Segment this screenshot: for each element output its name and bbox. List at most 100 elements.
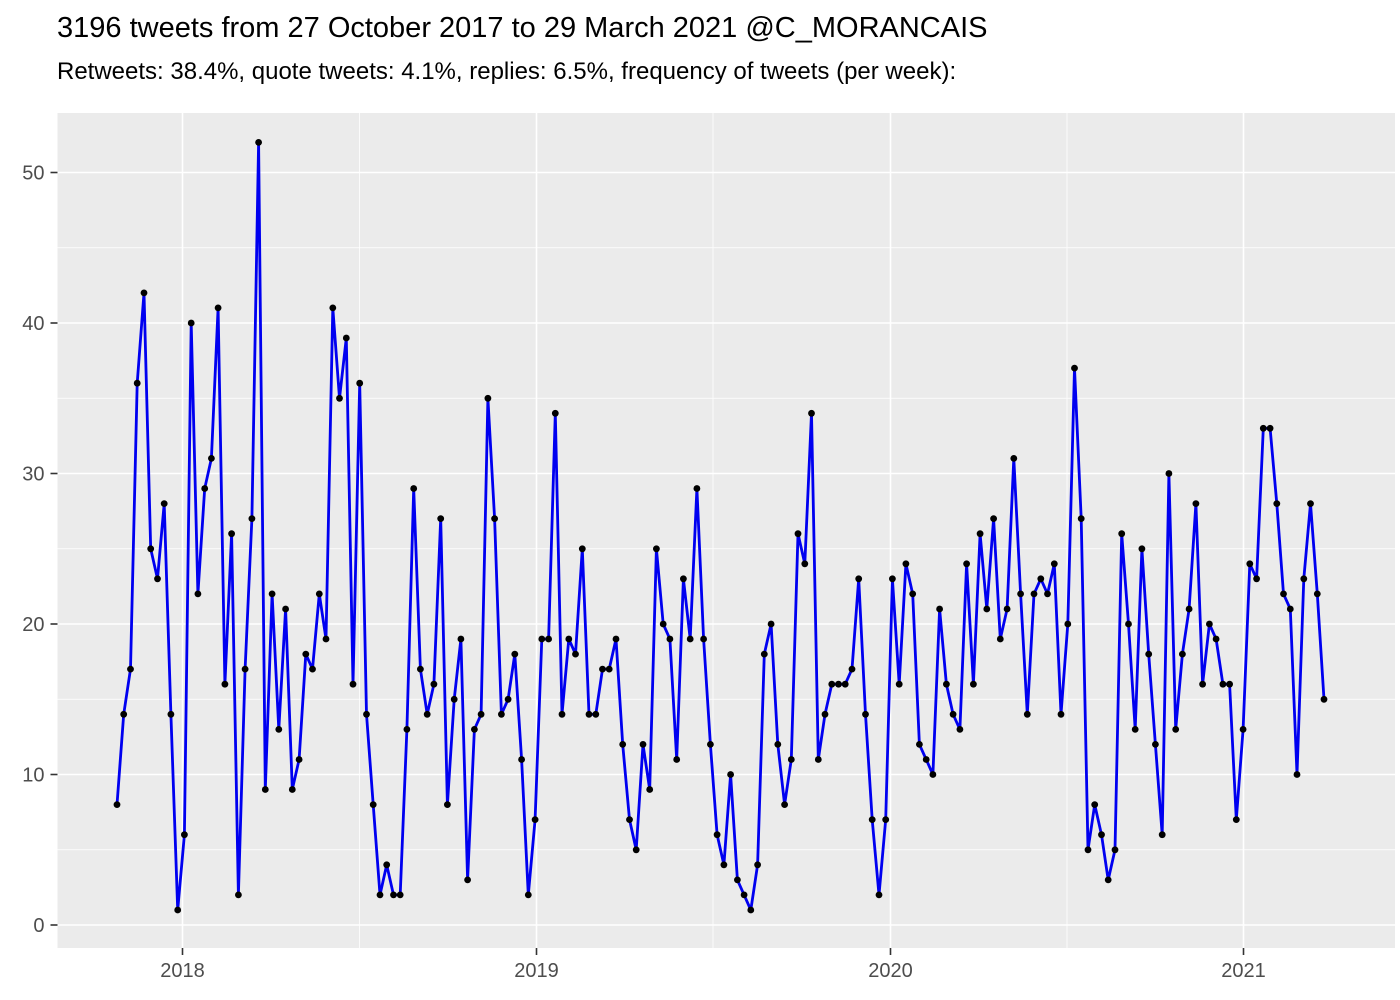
data-point: [1037, 575, 1045, 583]
data-point: [1199, 680, 1206, 688]
data-point: [133, 379, 141, 387]
data-point: [929, 771, 937, 778]
data-point: [889, 575, 896, 583]
data-point: [174, 906, 182, 914]
data-point: [241, 665, 249, 673]
data-point: [814, 756, 822, 763]
data-point: [659, 620, 667, 628]
data-point: [349, 680, 357, 688]
data-point: [1273, 500, 1281, 507]
data-point: [336, 394, 343, 402]
data-point: [1064, 620, 1072, 628]
y-tick-label: 0: [33, 915, 44, 937]
data-point: [565, 635, 573, 643]
data-point: [578, 545, 586, 553]
x-tick-label: 2021: [1221, 960, 1266, 982]
data-point: [1077, 515, 1085, 522]
x-tick-label: 2019: [514, 960, 559, 982]
data-point: [369, 801, 377, 808]
data-point: [1246, 560, 1254, 568]
data-point: [916, 741, 923, 748]
y-tick-label: 30: [22, 464, 44, 486]
data-point: [551, 409, 559, 417]
data-point: [862, 710, 869, 718]
data-point: [255, 139, 262, 146]
data-point: [201, 485, 209, 492]
data-point: [855, 575, 863, 583]
data-point: [956, 726, 964, 733]
data-point: [781, 801, 788, 808]
data-point: [1084, 846, 1092, 854]
data-point: [727, 771, 734, 778]
data-point: [261, 786, 269, 793]
data-point: [639, 741, 647, 748]
data-point: [437, 515, 445, 522]
data-point: [120, 710, 128, 718]
data-point: [356, 379, 364, 387]
data-point: [1239, 726, 1247, 733]
data-point: [315, 590, 323, 598]
data-point: [707, 741, 714, 748]
data-point: [821, 710, 829, 718]
data-point: [275, 726, 283, 733]
data-point: [383, 861, 391, 869]
data-point: [734, 876, 741, 884]
data-point: [936, 605, 943, 613]
data-point: [767, 620, 775, 628]
data-point: [1044, 590, 1051, 598]
data-point: [963, 560, 970, 568]
data-point: [909, 590, 917, 598]
data-point: [1259, 424, 1267, 432]
data-point: [700, 635, 707, 643]
data-point: [1165, 470, 1173, 477]
data-point: [1131, 726, 1139, 733]
data-point: [1125, 620, 1132, 628]
data-point: [949, 710, 957, 718]
data-point: [363, 710, 370, 718]
data-point: [423, 710, 431, 718]
data-point: [895, 680, 903, 688]
data-point: [471, 726, 478, 733]
data-point: [1152, 741, 1159, 748]
data-point: [1057, 710, 1065, 718]
data-point: [713, 831, 721, 839]
data-point: [632, 846, 640, 854]
data-point: [558, 710, 566, 718]
data-point: [626, 816, 633, 823]
data-point: [545, 635, 552, 643]
data-point: [1071, 364, 1078, 372]
data-point: [599, 665, 606, 673]
data-point: [808, 409, 815, 417]
data-point: [686, 635, 694, 643]
data-point: [646, 786, 654, 793]
data-point: [531, 816, 539, 823]
data-point: [1307, 500, 1314, 507]
data-point: [1104, 876, 1112, 884]
data-point: [1185, 605, 1193, 613]
data-point: [794, 530, 802, 538]
data-point: [801, 560, 809, 568]
data-point: [605, 665, 613, 673]
data-point: [666, 635, 674, 643]
data-point: [1320, 695, 1328, 703]
chart-title: 3196 tweets from 27 October 2017 to 29 M…: [57, 12, 988, 44]
data-point: [444, 801, 451, 808]
y-tick-label: 20: [22, 614, 44, 636]
frequency-line: [115, 140, 1326, 912]
data-point: [160, 500, 168, 507]
data-point: [181, 831, 188, 839]
data-point: [619, 741, 627, 748]
data-point: [848, 665, 856, 673]
data-point: [309, 665, 316, 673]
y-tick-label: 10: [22, 765, 44, 787]
data-point: [524, 891, 532, 899]
data-point: [518, 756, 525, 763]
chart-subtitle: Retweets: 38.4%, quote tweets: 4.1%, rep…: [57, 58, 957, 85]
data-point: [760, 650, 768, 658]
plot-panel: [57, 113, 1395, 948]
data-point: [376, 891, 384, 899]
data-point: [295, 756, 303, 763]
data-point: [680, 575, 687, 583]
data-point: [1158, 831, 1166, 839]
